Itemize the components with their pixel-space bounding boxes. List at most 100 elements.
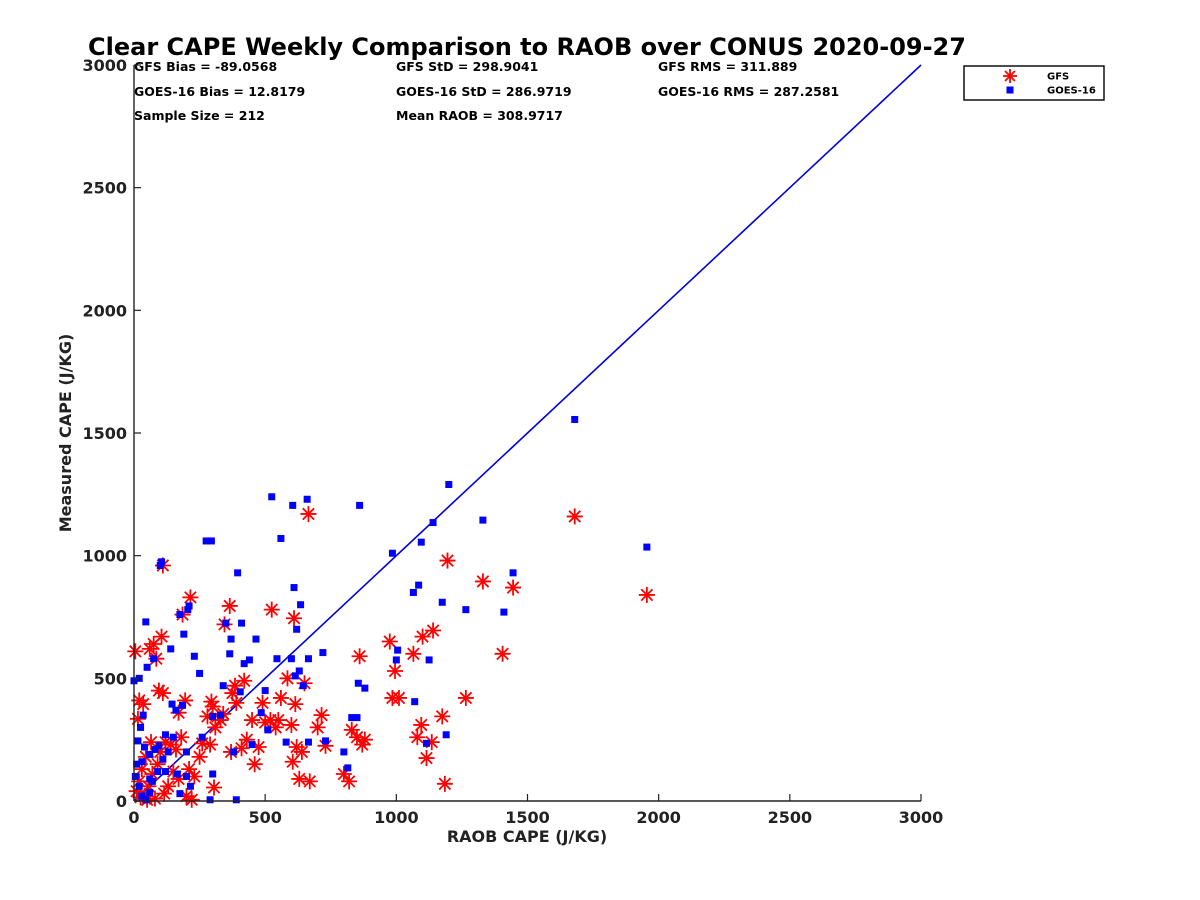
goes16-point: [156, 561, 164, 569]
gfs-point: [202, 736, 219, 753]
goes16-point: [172, 706, 180, 714]
goes16-point: [142, 796, 150, 804]
goes16-point: [161, 768, 169, 776]
goes16-point: [293, 625, 301, 633]
goes16-point: [425, 656, 433, 664]
goes16-point: [411, 698, 419, 706]
goes16-point: [138, 758, 146, 766]
goes16-point: [304, 655, 312, 663]
legend-gfs-marker: [1003, 69, 1017, 83]
gfs-point: [153, 628, 170, 645]
x-tick-label: 2000: [636, 808, 681, 827]
goes16-point: [295, 667, 303, 675]
legend-label: GFS: [1047, 72, 1069, 83]
gfs-point: [505, 579, 522, 596]
gfs-point: [293, 743, 310, 760]
goes16-point: [299, 682, 307, 690]
goes16-point: [167, 645, 175, 653]
gfs-point: [301, 773, 318, 790]
goes16-point: [442, 731, 450, 739]
gfs-point: [566, 508, 583, 525]
goes16-point: [142, 618, 150, 626]
gfs-point: [254, 694, 271, 711]
series-goes-16: [130, 416, 651, 804]
one-to-one-reference-line: [133, 64, 922, 802]
goes16-point: [415, 581, 423, 589]
gfs-point: [207, 719, 224, 736]
goes16-point: [348, 714, 356, 722]
goes16-point: [207, 537, 215, 545]
goes16-point: [182, 748, 190, 756]
goes16-point: [479, 516, 487, 524]
gfs-point: [221, 597, 238, 614]
goes16-point: [252, 635, 260, 643]
y-tick-label: 500: [94, 669, 127, 688]
goes16-point: [509, 569, 517, 577]
goes16-point: [261, 687, 269, 695]
gfs-point: [494, 645, 511, 662]
gfs-point: [287, 696, 304, 713]
gfs-point: [270, 712, 287, 729]
gfs-point: [457, 689, 474, 706]
goes16-point: [179, 701, 187, 709]
goes16-point: [168, 700, 176, 708]
gfs-point: [313, 707, 330, 724]
goes16-point: [209, 712, 217, 720]
gfs-point: [405, 645, 422, 662]
goes16-point: [273, 655, 281, 663]
y-tick-label: 1000: [82, 547, 127, 566]
x-tick-label: 3000: [899, 808, 944, 827]
goes16-point: [176, 790, 184, 798]
goes16-point: [186, 782, 194, 790]
gfs-point: [127, 643, 144, 660]
goes16-point: [202, 537, 210, 545]
goes16-point: [429, 519, 437, 527]
gfs-point: [409, 729, 426, 746]
gfs-point: [300, 505, 317, 522]
stat-text: Sample Size = 212: [134, 108, 265, 123]
y-axis-ticks: 0 500 1000 1500 2000 2500 3000: [82, 56, 141, 811]
x-axis-ticks: 0 500 1000 1500 2000 2500 3000: [128, 794, 943, 827]
goes16-point: [238, 619, 246, 627]
goes16-point: [356, 501, 364, 509]
gfs-point: [246, 756, 263, 773]
goes16-point: [185, 602, 193, 610]
goes16-point: [169, 733, 177, 741]
stat-text: GFS RMS = 311.889: [658, 59, 797, 74]
goes16-point: [151, 745, 159, 753]
goes16-point: [217, 711, 225, 719]
goes16-point: [268, 493, 276, 501]
stat-text: GFS StD = 298.9041: [396, 59, 538, 74]
goes16-point: [462, 606, 470, 614]
goes16-point: [226, 650, 234, 658]
goes16-point: [222, 619, 230, 627]
goes16-point: [392, 656, 400, 664]
goes16-point: [277, 534, 285, 542]
stat-text: GOES-16 StD = 286.9719: [396, 84, 572, 99]
gfs-point: [413, 716, 430, 733]
goes16-point: [146, 788, 154, 796]
goes16-point: [353, 714, 361, 722]
y-tick-label: 1500: [82, 424, 127, 443]
goes16-point: [154, 768, 162, 776]
goes16-point: [134, 737, 142, 745]
gfs-point: [390, 689, 407, 706]
goes16-point: [150, 655, 158, 663]
goes16-point: [190, 652, 198, 660]
gfs-point: [204, 698, 221, 715]
gfs-point: [356, 731, 373, 748]
goes16-point: [264, 726, 272, 734]
y-tick-label: 3000: [82, 56, 127, 75]
gfs-point: [291, 770, 308, 787]
goes16-point: [143, 663, 151, 671]
gfs-point: [236, 672, 253, 689]
goes16-point: [232, 796, 240, 804]
gfs-point: [135, 696, 152, 713]
stat-text: Mean RAOB = 308.9717: [396, 108, 563, 123]
goes16-point: [206, 796, 214, 804]
goes16-point: [209, 770, 217, 778]
gfs-point: [199, 708, 216, 725]
gfs-point: [228, 694, 245, 711]
goes16-point: [289, 501, 297, 509]
